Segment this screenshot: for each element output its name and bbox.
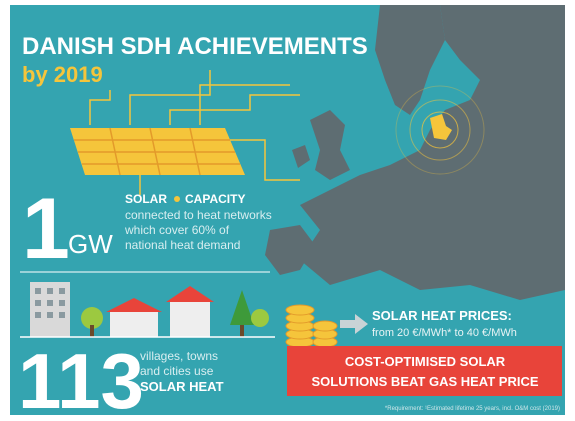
solar-panel [70, 70, 300, 195]
town-illustration [20, 282, 275, 338]
towns-text: villages, towns [140, 349, 218, 363]
banner-text: SOLUTIONS BEAT GAS HEAT PRICE [311, 374, 538, 389]
capacity-text: national heat demand [125, 238, 240, 252]
dot [174, 196, 180, 202]
capacity-text: which cover 60% of [124, 223, 230, 237]
capacity-number: 1 [22, 181, 70, 277]
banner-text: COST-OPTIMISED SOLAR [345, 354, 506, 369]
coins [285, 304, 338, 348]
capacity-label: SOLAR [125, 192, 167, 206]
prices-range: from 20 €/MWh* to 40 €/MWh [372, 327, 517, 339]
capacity-unit: GW [68, 229, 113, 259]
towns-highlight: SOLAR HEAT [140, 379, 224, 394]
subtitle: by 2019 [22, 62, 103, 87]
arrow [340, 314, 368, 334]
towns-text: and cities use [140, 364, 214, 378]
footnote: *Requirement: ¹Estimated lifetime 25 yea… [385, 406, 560, 412]
capacity-text: connected to heat networks [125, 208, 272, 222]
banner [287, 346, 562, 396]
europe-map [265, 5, 565, 300]
prices-title: SOLAR HEAT PRICES: [372, 308, 512, 323]
towns-number: 113 [18, 337, 144, 421]
capacity-label: CAPACITY [185, 192, 245, 206]
denmark-highlight [395, 85, 485, 175]
title: DANISH SDH ACHIEVEMENTS [22, 33, 368, 60]
